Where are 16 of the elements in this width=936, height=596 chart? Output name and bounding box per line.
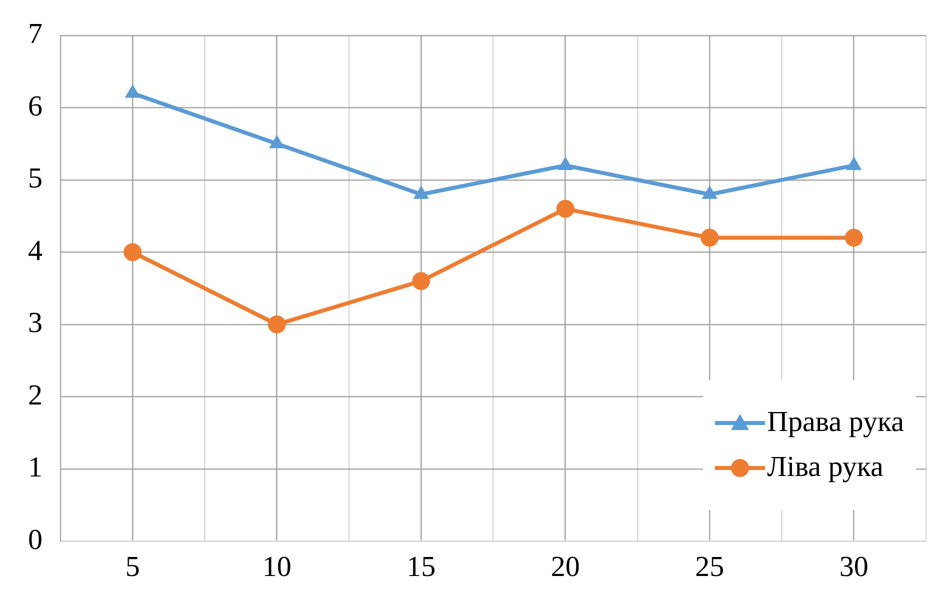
y-tick-label: 7 [28,18,42,50]
y-tick-label: 1 [28,452,42,484]
x-tick-label: 25 [695,551,724,584]
y-tick-label: 3 [28,307,42,340]
x-tick-label: 5 [125,551,140,584]
y-tick-label: 2 [28,379,42,412]
y-tick-label: 6 [28,90,42,122]
x-tick-label: 15 [406,551,436,584]
x-tick-label: 20 [550,551,580,584]
y-tick-label: 0 [28,524,42,556]
y-tick-label: 4 [28,234,43,267]
x-tick-label: 10 [262,551,292,584]
legend-label: Права рука [767,406,904,439]
y-tick-label: 5 [28,162,42,195]
legend-label: Ліва рука [767,451,884,484]
x-tick-label: 30 [839,551,868,584]
